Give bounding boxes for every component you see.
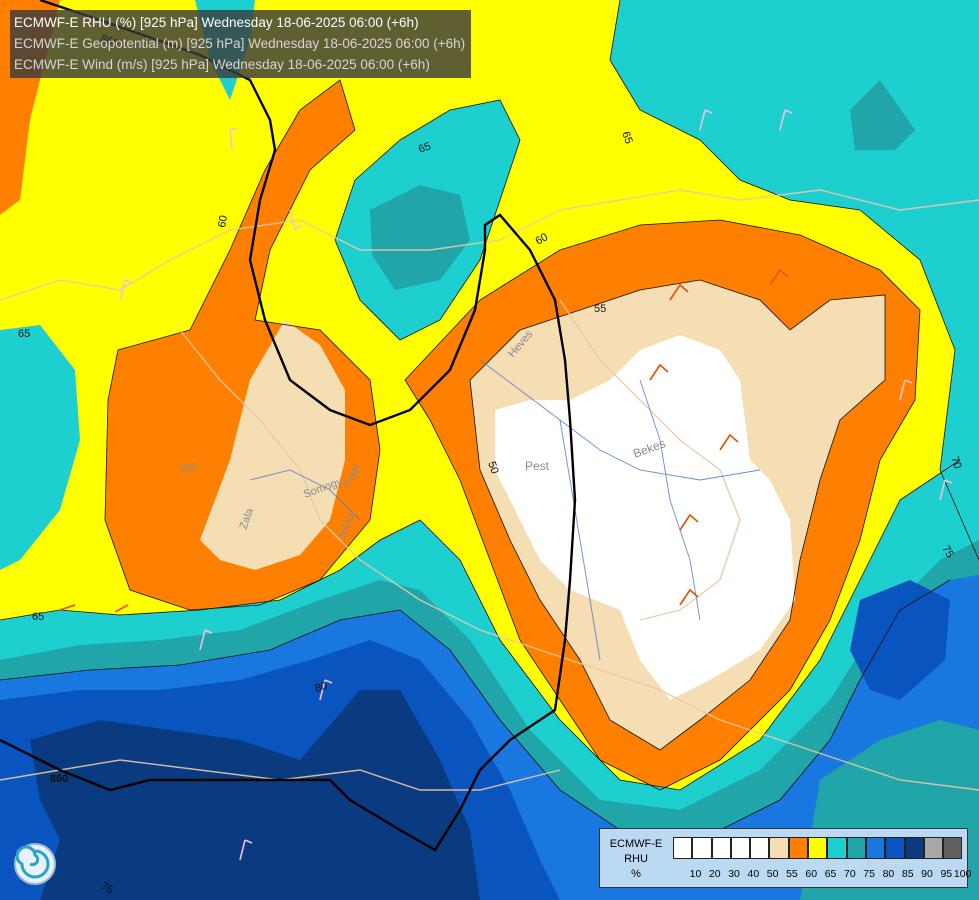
rhu-field-65-70-west xyxy=(0,325,80,570)
legend-tick-label: 30 xyxy=(728,868,740,880)
legend-swatch xyxy=(827,837,847,859)
rhu-field-50-55-west xyxy=(200,320,345,570)
legend-tick-label: 100 xyxy=(953,868,972,880)
legend-title: ECMWF-E RHU % xyxy=(604,837,668,882)
rhu-contour-label: 80 xyxy=(314,680,329,695)
legend-tick-label: 55 xyxy=(786,868,798,880)
rhu-contour-label: 65 xyxy=(18,328,30,340)
rhu-field-80-85-southeast xyxy=(850,580,950,700)
legend-tick-label: 10 xyxy=(689,868,702,880)
swirl-icon xyxy=(15,845,50,879)
map-title-panel: ECMWF-E RHU (%) [925 hPa] Wednesday 18-0… xyxy=(10,10,472,78)
wind-title: ECMWF-E Wind (m/s) [925 hPa] Wednesday 1… xyxy=(14,57,430,72)
rhu-contour-label: 75 xyxy=(99,880,116,897)
rhu-field-85-90-south xyxy=(30,690,480,900)
legend-tick-label: 95 xyxy=(940,868,953,880)
rhu-contour-label: 60 xyxy=(534,231,551,248)
legend-swatch xyxy=(750,837,770,859)
region-label: Vas xyxy=(178,459,199,475)
legend-swatch xyxy=(673,837,693,859)
legend-title-line: RHU xyxy=(624,853,648,865)
legend-tick-label: 20 xyxy=(708,868,721,880)
rhu-contour-label: 60 xyxy=(216,214,230,228)
legend-tick-label: 70 xyxy=(843,868,856,880)
legend-swatch xyxy=(865,837,886,859)
ecmwf-swirl-logo-icon[interactable] xyxy=(14,843,56,885)
rhu-contour-label: 65 xyxy=(32,611,44,623)
region-label: Pest xyxy=(525,459,550,473)
legend-swatch xyxy=(808,837,828,859)
legend-tick-label: 50 xyxy=(766,868,779,880)
rhu-color-legend: ECMWF-E RHU % 10 20 30 40 50 55 60 65 70 75 80 85 90… xyxy=(599,828,972,888)
legend-tick-label: 80 xyxy=(882,868,895,880)
rhu-contour-lines xyxy=(0,0,979,841)
legend-swatch xyxy=(885,837,905,859)
rhu-contour-label: 65 xyxy=(417,140,433,155)
wind-barbs xyxy=(119,109,953,861)
legend-swatches xyxy=(673,837,963,859)
rhu-contour-label: 70 xyxy=(948,455,963,471)
legend-swatch xyxy=(923,837,944,859)
legend-swatch xyxy=(730,837,751,859)
legend-tick-label: 65 xyxy=(824,868,837,880)
rivers xyxy=(249,359,761,661)
legend-ticks: 10 20 30 40 50 55 60 65 70 75 80 85 90 95 100 xyxy=(673,868,972,880)
legend-tick-label: 85 xyxy=(901,868,914,880)
legend-swatch xyxy=(692,837,712,859)
legend-swatch xyxy=(943,837,963,859)
legend-tick-label: 75 xyxy=(863,868,875,880)
legend-swatch xyxy=(711,837,731,859)
legend-swatch xyxy=(846,837,866,859)
legend-swatch xyxy=(788,837,809,859)
geopotential-title: ECMWF-E Geopotential (m) [925 hPa] Wedne… xyxy=(14,36,466,51)
rhu-title: ECMWF-E RHU (%) [925 hPa] Wednesday 18-0… xyxy=(14,15,419,30)
geopotential-label: 860 xyxy=(50,773,68,785)
rhu-contour-label: 55 xyxy=(594,303,606,315)
rhu-contour-label: 50 xyxy=(485,460,500,476)
legend-swatch xyxy=(769,837,789,859)
wind-barbs-strong xyxy=(59,268,789,613)
legend-tick-label: 90 xyxy=(921,868,933,880)
rhu-contour-label: 75 xyxy=(939,544,956,561)
legend-title-line: % xyxy=(631,868,641,880)
legend-title-line: ECMWF-E xyxy=(609,838,663,850)
rhu-field-70-75-central xyxy=(370,185,470,290)
geopotential-contour-860 xyxy=(0,0,577,852)
legend-tick-label: 60 xyxy=(805,868,818,880)
rhu-field-70-75-northeast xyxy=(850,80,915,150)
legend-swatch xyxy=(904,837,924,859)
rhu-contour-label: 65 xyxy=(619,130,634,146)
legend-tick-label: 40 xyxy=(747,868,760,880)
